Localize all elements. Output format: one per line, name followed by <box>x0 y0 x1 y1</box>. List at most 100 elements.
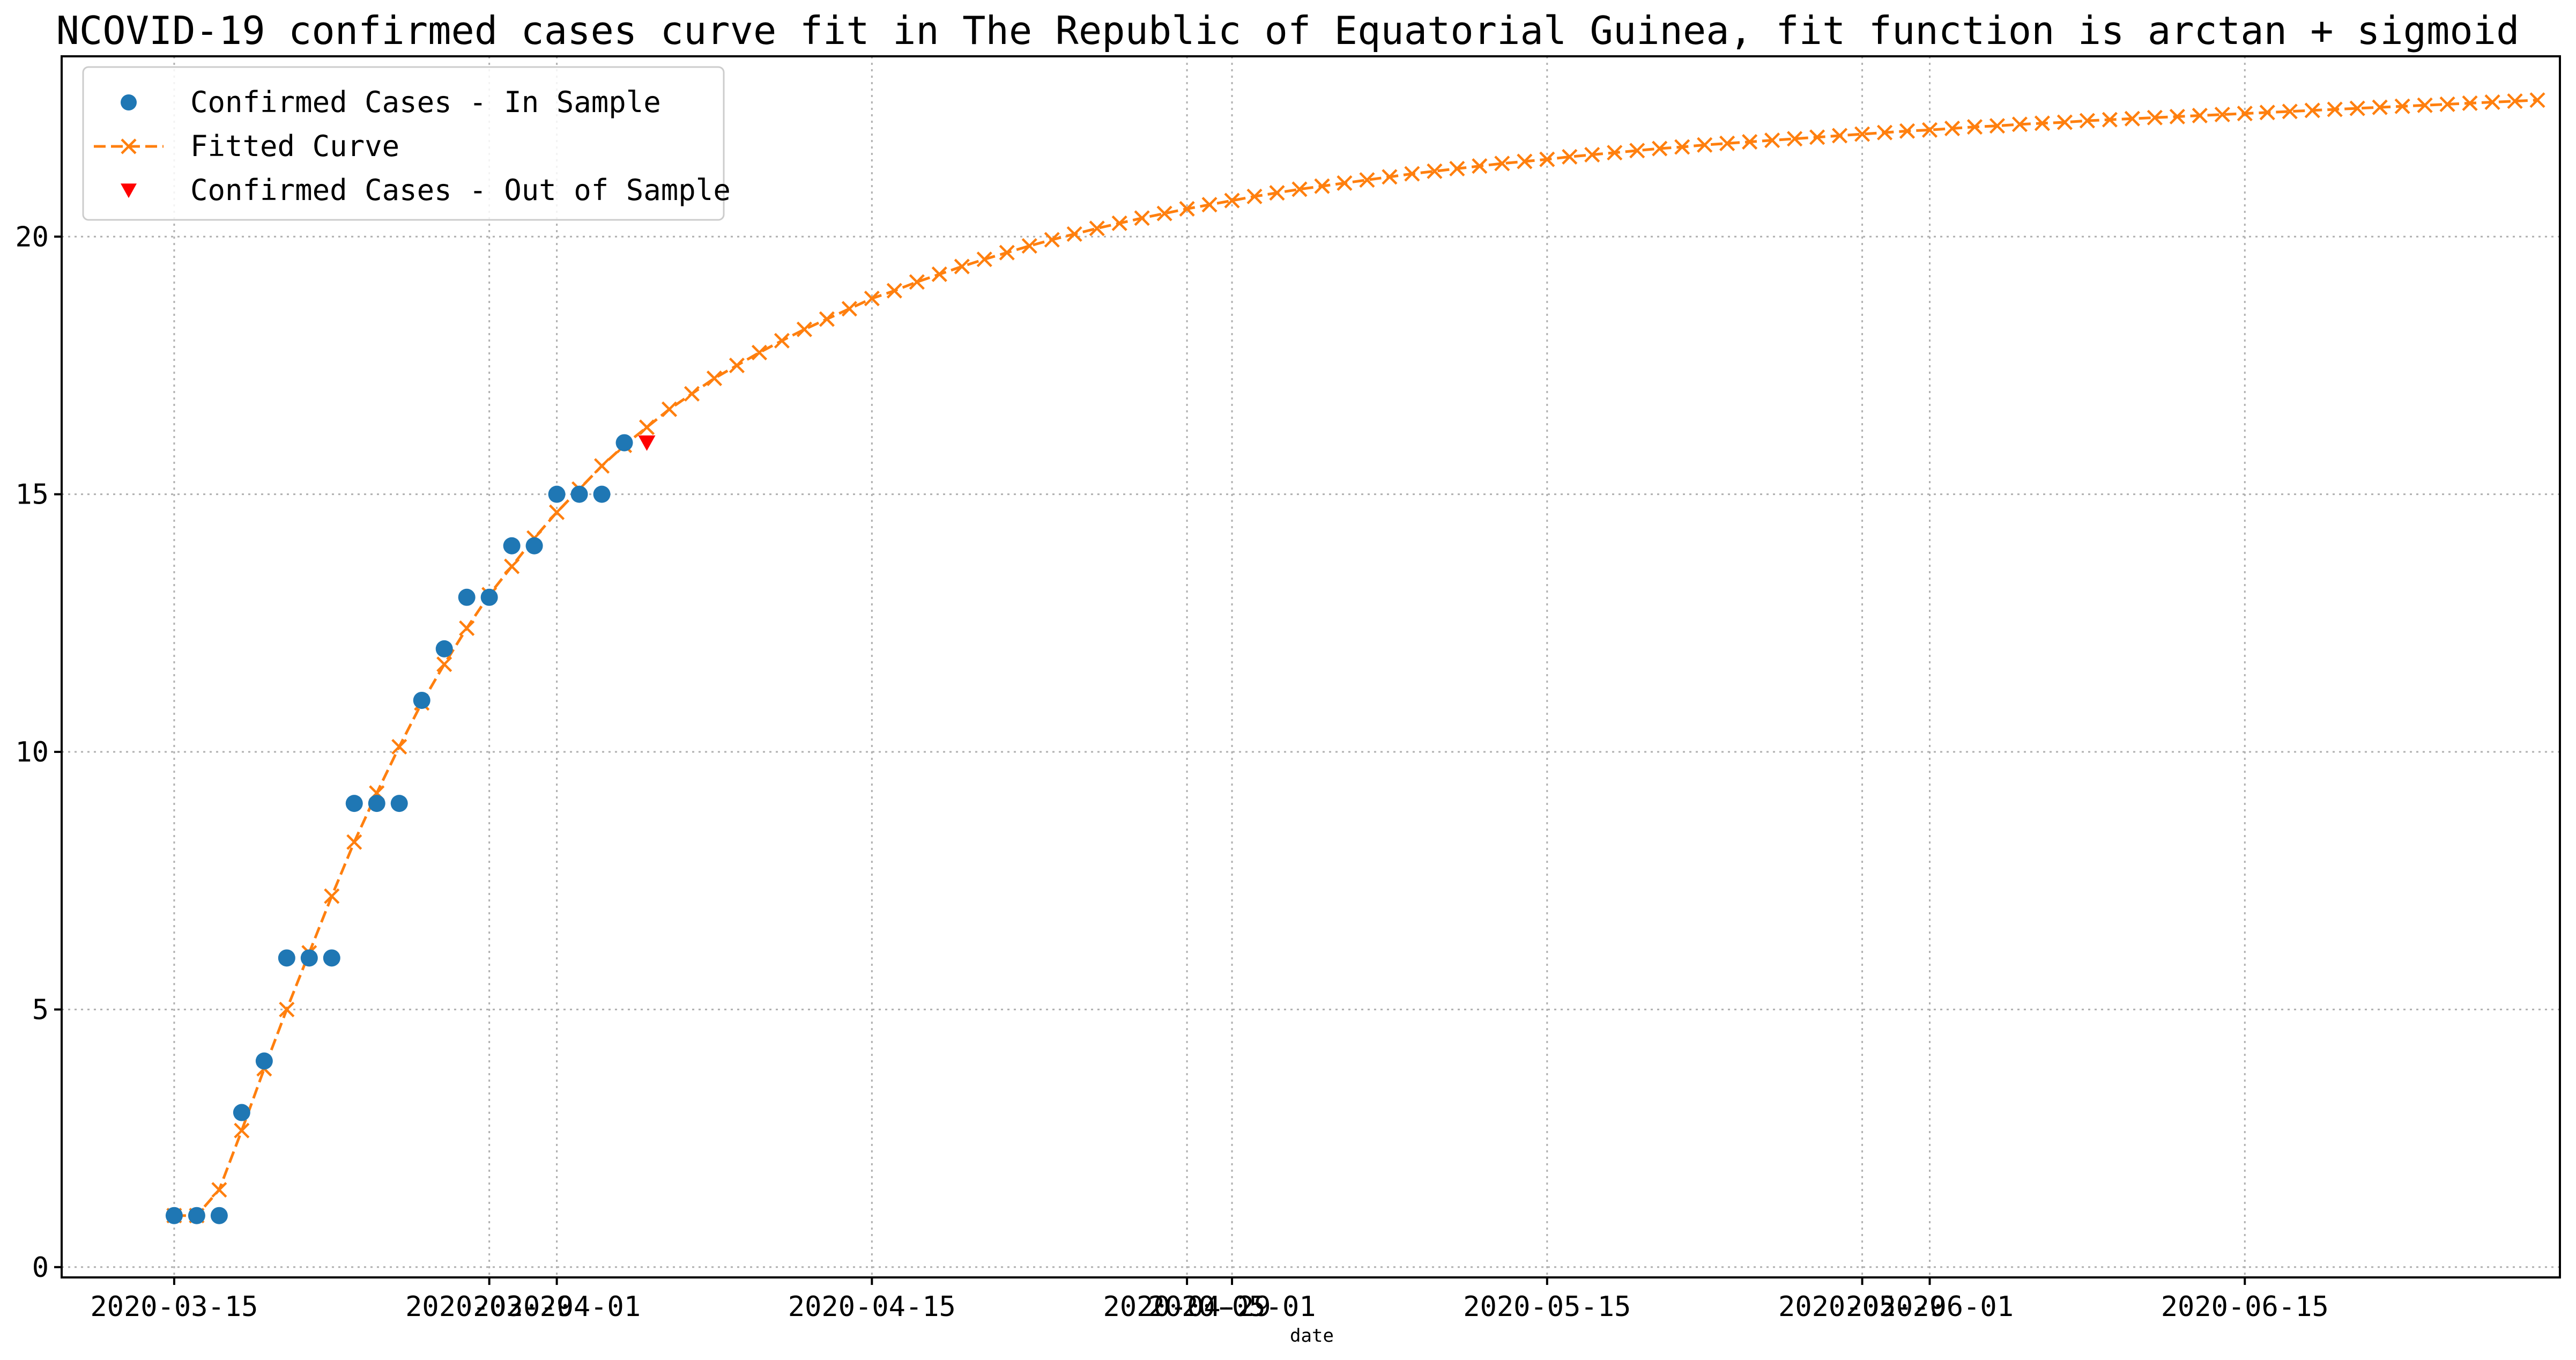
in-sample-point <box>435 640 453 657</box>
fitted-curve-marker-b <box>1494 156 1510 172</box>
legend-marker <box>121 94 137 110</box>
x-tick-label: 2020-03-29 <box>405 1291 573 1323</box>
fitted-curve-marker-b <box>2237 106 2253 122</box>
fitted-curve-marker-b <box>729 357 745 374</box>
fitted-curve-marker-b <box>2079 113 2095 129</box>
fitted-curve-marker-b <box>864 290 880 307</box>
fitted-curve-marker-b <box>1944 120 1961 137</box>
fitted-curve-marker-b <box>1584 146 1600 163</box>
fitted-curve-marker-b <box>661 401 678 417</box>
in-sample-point <box>368 795 385 812</box>
fitted-curve-marker-b <box>1134 210 1150 226</box>
in-sample-point <box>345 795 363 812</box>
fitted-curve-marker-b <box>436 656 452 672</box>
fitted-curve-marker-b <box>2057 114 2073 130</box>
fitted-curve-marker-b <box>2327 101 2343 117</box>
plot-frame <box>61 55 2561 1278</box>
fitted-curve-marker-b <box>1156 205 1172 221</box>
fitted-curve-marker-b <box>1201 197 1218 213</box>
fitted-curve-marker-b <box>1674 139 1690 155</box>
in-sample-point <box>503 537 521 555</box>
fitted-curve-marker-b <box>1831 128 1848 144</box>
fitted-curve-marker-b <box>909 274 925 290</box>
x-tick-label: 2020-05-15 <box>1463 1291 1631 1323</box>
in-sample-point <box>255 1052 273 1070</box>
fitted-curve-marker-b <box>886 283 902 299</box>
legend-label: Confirmed Cases - In Sample <box>190 85 661 119</box>
fitted-curve-marker-b <box>1697 137 1713 153</box>
in-sample-point <box>278 949 295 967</box>
fitted-curve-marker-b <box>751 344 768 361</box>
fitted-curve-marker-b <box>459 620 475 637</box>
fitted-curve-line <box>174 99 2538 1217</box>
fitted-curve-marker-b <box>1899 123 1916 139</box>
fitted-curve-marker-b <box>999 245 1015 261</box>
fitted-curve-marker-b <box>706 370 723 387</box>
fitted-curve-marker-b <box>2304 102 2320 119</box>
fitted-curve-marker-b <box>1989 118 2006 134</box>
fitted-curve-marker-b <box>2011 116 2028 132</box>
legend-marker <box>121 183 137 198</box>
fitted-curve-marker-b <box>1066 226 1082 242</box>
fitted-curve-marker-b <box>2372 99 2388 115</box>
fitted-curve-marker-b <box>1629 143 1645 159</box>
fitted-curve-marker-b <box>1404 166 1420 182</box>
fitted-curve-marker-b <box>2439 96 2455 112</box>
fitted-curve-marker-b <box>1269 185 1285 201</box>
fitted-curve-marker-b <box>1044 232 1060 248</box>
fitted-curve-marker-b <box>1472 158 1488 174</box>
fitted-curve-marker-b <box>2282 104 2298 120</box>
fitted-curve-marker-b <box>1337 175 1353 191</box>
in-sample-point <box>525 537 543 555</box>
fitted-curve-marker-b <box>1809 129 1825 145</box>
fitted-curve-marker-b <box>593 458 610 474</box>
fitted-curve-marker-b <box>234 1122 250 1139</box>
fitted-curve-marker-b <box>841 301 857 317</box>
x-axis-label: date <box>1290 1325 1334 1347</box>
fitted-curve-marker-b <box>211 1182 227 1198</box>
fitted-curve-marker-b <box>1359 172 1375 188</box>
fitted-curve-marker-b <box>1314 178 1330 194</box>
out-of-sample-point <box>638 435 656 451</box>
grid <box>62 56 2560 1277</box>
x-tick-label: 2020-06-01 <box>1846 1291 2014 1323</box>
fitted-curve-marker-b <box>1517 153 1533 169</box>
fitted-curve-marker-b <box>504 558 520 574</box>
fitted-curve-marker-b <box>1291 181 1308 197</box>
fitted-curve-marker-b <box>2529 92 2545 108</box>
fitted-curve-marker-b <box>324 888 340 904</box>
fitted-curve-marker-b <box>1742 134 1758 150</box>
in-sample-point <box>570 485 588 503</box>
fitted-curve-marker-b <box>931 266 947 282</box>
fitted-curve-marker-b <box>1921 122 1938 138</box>
in-sample-point <box>615 434 633 452</box>
y-tick-label: 0 <box>32 1252 49 1284</box>
in-sample-point <box>480 588 498 606</box>
x-tick-label: 2020-04-29 <box>1103 1291 1271 1323</box>
legend-marker-b <box>121 138 137 154</box>
fitted-curve-marker-b <box>2124 110 2140 127</box>
fitted-curve-marker-b <box>1764 132 1780 149</box>
fitted-curve-marker-b <box>954 258 970 275</box>
legend-label: Fitted Curve <box>190 129 399 163</box>
series-confirmed-cases-in-sample <box>165 434 633 1224</box>
y-tick-label: 15 <box>15 479 49 511</box>
fitted-curve-marker-b <box>549 504 565 520</box>
x-tick-label: 2020-04-15 <box>788 1291 956 1323</box>
fitted-curve-marker-b <box>976 251 992 268</box>
in-sample-point <box>323 949 340 967</box>
in-sample-point <box>233 1104 250 1121</box>
fitted-curve-marker-b <box>2192 107 2208 124</box>
fitted-curve-marker-b <box>1854 126 1870 142</box>
fitted-curve-marker-b <box>1787 131 1803 147</box>
fitted-curve-marker-b <box>1089 220 1105 236</box>
fitted-curve-marker-b <box>2349 100 2365 116</box>
fitted-curve-marker-b <box>2417 97 2433 113</box>
legend-box <box>82 66 725 221</box>
fitted-curve-marker-b <box>2034 115 2051 131</box>
fitted-curve-marker-b <box>2169 108 2185 124</box>
fitted-curve-marker-b <box>1179 201 1195 217</box>
in-sample-point <box>210 1207 228 1224</box>
fitted-curve-marker-b <box>2462 95 2478 112</box>
fitted-curve-marker-b <box>2147 109 2163 125</box>
